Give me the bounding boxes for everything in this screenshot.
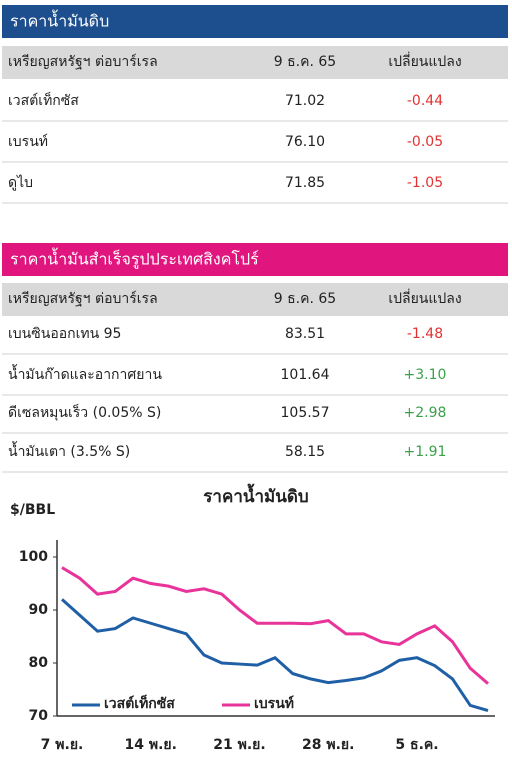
x-tick-label: 7 พ.ย.: [41, 737, 84, 753]
table-cell: น้ำมันก๊าดและอากาศยาน: [8, 364, 162, 383]
column-header-bar: [2, 283, 508, 316]
table-cell: -0.44: [407, 93, 443, 109]
table-cell: +3.10: [404, 367, 447, 383]
table-cell: ดีเซลหมุนเร็ว (0.05% S): [8, 403, 161, 421]
y-tick-label: 80: [29, 655, 49, 671]
table-cell: -1.48: [407, 326, 443, 342]
column-header: 9 ธ.ค. 65: [274, 291, 336, 307]
x-tick-label: 5 ธ.ค.: [395, 737, 438, 753]
data-line: [60, 598, 489, 713]
table-cell: -0.05: [407, 134, 443, 150]
table-title: ราคาน้ำมันสำเร็จรูปประเทศสิงคโปร์: [10, 248, 259, 270]
table-cell: 71.02: [285, 93, 325, 109]
legend-label: เวสต์เท็กซัส: [104, 694, 175, 712]
column-header: เปลี่ยนแปลง: [388, 52, 461, 70]
chart-title: ราคาน้ำมันดิบ: [203, 483, 308, 507]
y-tick-label: 90: [29, 602, 49, 618]
column-header-bar: [2, 46, 508, 79]
legend-label: เบรนท์: [254, 695, 294, 712]
column-header: เหรียญสหรัฐฯ ต่อบาร์เรล: [8, 53, 158, 70]
table-cell: เวสต์เท็กซัส: [8, 91, 79, 109]
table-cell: เบนซินออกเทน 95: [8, 326, 121, 342]
x-tick-label: 28 พ.ย.: [302, 737, 354, 753]
table-cell: -1.05: [407, 175, 443, 191]
y-tick-label: 100: [19, 549, 48, 565]
y-axis-label: $/BBL: [10, 502, 55, 518]
table-cell: +1.91: [404, 444, 447, 460]
data-line: [61, 566, 489, 685]
x-tick-label: 14 พ.ย.: [125, 737, 177, 753]
column-header: เปลี่ยนแปลง: [388, 289, 461, 307]
y-tick-label: 70: [29, 708, 49, 724]
header-bar: [2, 243, 508, 276]
table-cell: 58.15: [285, 444, 325, 460]
x-tick-label: 21 พ.ย.: [213, 737, 265, 753]
column-header: 9 ธ.ค. 65: [274, 54, 336, 70]
table-cell: น้ำมันเตา (3.5% S): [8, 441, 130, 460]
table-cell: 71.85: [285, 175, 325, 191]
table-cell: 76.10: [285, 134, 325, 150]
table-cell: 101.64: [281, 367, 330, 383]
table-cell: 105.57: [281, 405, 330, 421]
table-cell: ดูไบ: [8, 174, 33, 191]
table-cell: เบรนท์: [8, 133, 48, 150]
column-header: เหรียญสหรัฐฯ ต่อบาร์เรล: [8, 290, 158, 307]
header-bar: [2, 5, 508, 38]
table-cell: 83.51: [285, 326, 325, 342]
table-cell: +2.98: [404, 405, 447, 421]
table-title: ราคาน้ำมันดิบ: [10, 10, 109, 31]
